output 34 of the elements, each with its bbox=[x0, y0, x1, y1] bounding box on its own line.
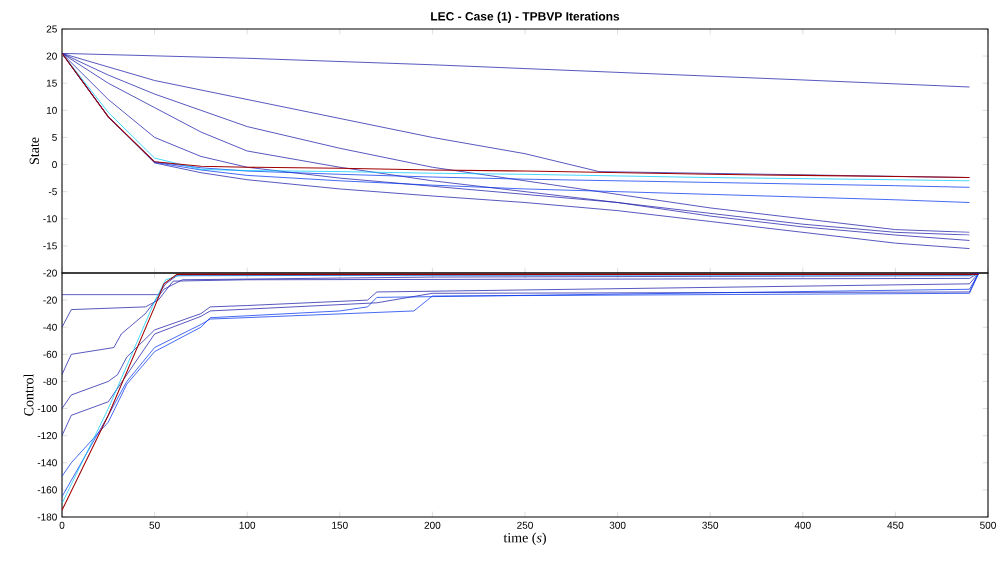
y-tick-label: 0 bbox=[52, 161, 57, 169]
y-tick-label: 25 bbox=[46, 25, 57, 33]
y-tick-label: -20 bbox=[43, 269, 57, 277]
y-tick-label: 10 bbox=[46, 106, 57, 114]
x-axis-title: time (s) bbox=[503, 532, 546, 546]
x-tick-label: 350 bbox=[702, 521, 719, 529]
y-tick-label: -80 bbox=[43, 377, 57, 385]
y-tick-label: -140 bbox=[37, 459, 57, 467]
y-axis-title: Control bbox=[23, 373, 34, 416]
y-tick-label: -10 bbox=[43, 215, 57, 223]
chart-title: LEC - Case (1) - TPBVP Iterations bbox=[431, 11, 620, 23]
x-tick-label: 0 bbox=[59, 521, 65, 529]
y-tick-label: -20 bbox=[43, 296, 57, 304]
x-tick-label: 500 bbox=[980, 521, 996, 529]
y-tick-label: 20 bbox=[46, 52, 57, 60]
y-axis-title: State bbox=[29, 137, 40, 165]
y-tick-label: -40 bbox=[43, 323, 57, 331]
y-tick-label: -60 bbox=[43, 350, 57, 358]
x-tick-label: 100 bbox=[239, 521, 256, 529]
x-tick-label: 150 bbox=[332, 521, 348, 529]
x-tick-label: 400 bbox=[794, 521, 811, 529]
x-tick-label: 300 bbox=[609, 521, 626, 529]
y-tick-label: -100 bbox=[37, 405, 57, 413]
y-tick-label: -120 bbox=[37, 432, 57, 440]
x-tick-label: 200 bbox=[424, 521, 441, 529]
x-tick-label: 250 bbox=[517, 521, 533, 529]
y-tick-label: -160 bbox=[37, 486, 57, 494]
y-tick-label: -180 bbox=[37, 513, 57, 521]
y-tick-label: -15 bbox=[43, 242, 57, 250]
y-tick-label: 15 bbox=[46, 79, 57, 87]
x-tick-label: 450 bbox=[887, 521, 904, 529]
y-tick-label: 5 bbox=[52, 133, 57, 141]
x-tick-label: 50 bbox=[149, 521, 160, 529]
y-tick-label: -5 bbox=[48, 188, 57, 196]
